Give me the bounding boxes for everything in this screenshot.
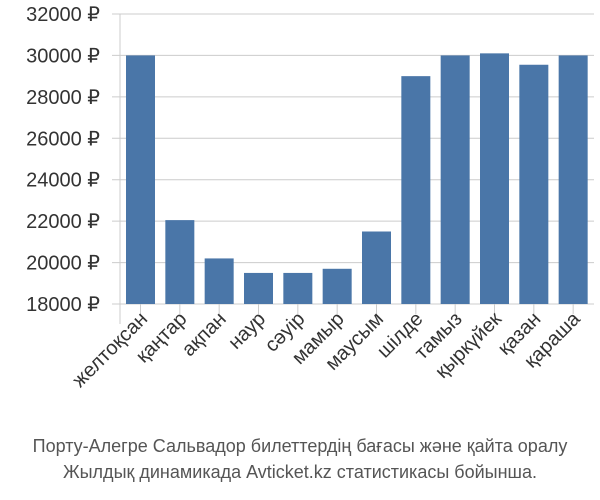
y-tick-label: 32000 ₽: [26, 4, 100, 26]
chart-caption-line-2: Жылдық динамикада Avticket.kz статистика…: [63, 462, 537, 482]
y-tick-label: 22000 ₽: [26, 211, 100, 233]
x-tick-label: ақпан: [178, 308, 231, 361]
y-tick-label: 28000 ₽: [26, 87, 100, 109]
bar: [322, 268, 352, 304]
y-tick-label: 24000 ₽: [26, 170, 100, 192]
bars: [126, 53, 588, 305]
x-tick-label: наур: [224, 308, 270, 354]
bar: [244, 272, 273, 304]
bar: [519, 64, 549, 304]
bar: [283, 272, 313, 304]
y-tick-label: 26000 ₽: [26, 128, 100, 150]
bar: [126, 55, 155, 304]
bar: [558, 55, 588, 304]
x-axis-ticks: желтоқсанқаңтарақпаннаурсәуірмамырмаусым…: [68, 304, 585, 392]
chart-caption-line-1: Порту-Алегре Сальвадор билеттердің бағас…: [32, 436, 568, 456]
bar: [204, 258, 234, 304]
y-axis-ticks: 18000 ₽ 20000 ₽ 22000 ₽ 24000 ₽ 26000 ₽ 28000…: [26, 4, 100, 316]
y-tick-label: 20000 ₽: [26, 253, 100, 275]
y-tick-label: 30000 ₽: [26, 45, 100, 67]
bar: [480, 53, 509, 304]
bar: [440, 55, 470, 304]
bar: [165, 220, 195, 304]
bar: [401, 76, 431, 305]
bar: [362, 231, 391, 304]
y-tick-label: 18000 ₽: [26, 294, 100, 316]
bar-chart: 18000 ₽ 20000 ₽ 22000 ₽ 24000 ₽ 26000 ₽ 28000…: [26, 4, 594, 392]
